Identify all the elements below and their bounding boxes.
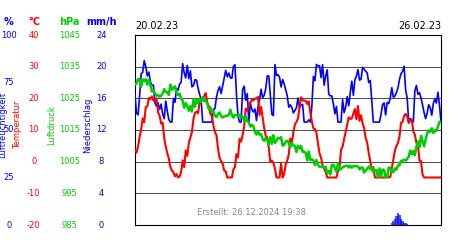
Text: 8: 8 <box>99 157 104 166</box>
Text: -10: -10 <box>27 189 40 198</box>
Text: 995: 995 <box>62 189 77 198</box>
Text: 1015: 1015 <box>59 126 80 134</box>
Text: 4: 4 <box>99 189 104 198</box>
Text: 75: 75 <box>4 78 14 87</box>
Text: -20: -20 <box>27 220 40 230</box>
Bar <box>395 216 397 225</box>
Bar <box>394 219 396 225</box>
Text: 985: 985 <box>62 220 78 230</box>
Bar <box>406 224 408 225</box>
Bar <box>391 222 393 225</box>
Text: 25: 25 <box>4 173 14 182</box>
Text: mm/h: mm/h <box>86 17 117 27</box>
Text: Niederschlag: Niederschlag <box>83 97 92 153</box>
Text: 0: 0 <box>31 157 36 166</box>
Text: 30: 30 <box>28 62 39 71</box>
Bar <box>392 221 395 225</box>
Text: Erstellt: 26.12.2024 19:38: Erstellt: 26.12.2024 19:38 <box>197 208 306 218</box>
Text: 1045: 1045 <box>59 30 80 40</box>
Text: 50: 50 <box>4 126 14 134</box>
Bar <box>403 222 405 225</box>
Text: Temperatur: Temperatur <box>14 101 22 149</box>
Text: 12: 12 <box>96 126 107 134</box>
Text: 0: 0 <box>99 220 104 230</box>
Text: Luftfeuchtigkeit: Luftfeuchtigkeit <box>0 92 7 158</box>
Bar <box>400 219 402 225</box>
Text: 40: 40 <box>28 30 39 40</box>
Bar <box>397 213 399 225</box>
Text: 1035: 1035 <box>59 62 80 71</box>
Text: 26.02.23: 26.02.23 <box>398 21 441 31</box>
Text: 24: 24 <box>96 30 107 40</box>
Text: 20: 20 <box>28 94 39 103</box>
Text: hPa: hPa <box>59 17 80 27</box>
Text: 10: 10 <box>28 126 39 134</box>
Text: 1025: 1025 <box>59 94 80 103</box>
Text: 100: 100 <box>1 30 17 40</box>
Text: 0: 0 <box>6 220 12 230</box>
Bar <box>398 215 400 225</box>
Text: 20: 20 <box>96 62 107 71</box>
Text: Luftdruck: Luftdruck <box>47 105 56 145</box>
Text: 1005: 1005 <box>59 157 80 166</box>
Text: 16: 16 <box>96 94 107 103</box>
Text: 20.02.23: 20.02.23 <box>135 21 178 31</box>
Text: %: % <box>4 17 14 27</box>
Text: °C: °C <box>28 17 40 27</box>
Bar <box>401 221 404 225</box>
Bar <box>405 224 407 225</box>
